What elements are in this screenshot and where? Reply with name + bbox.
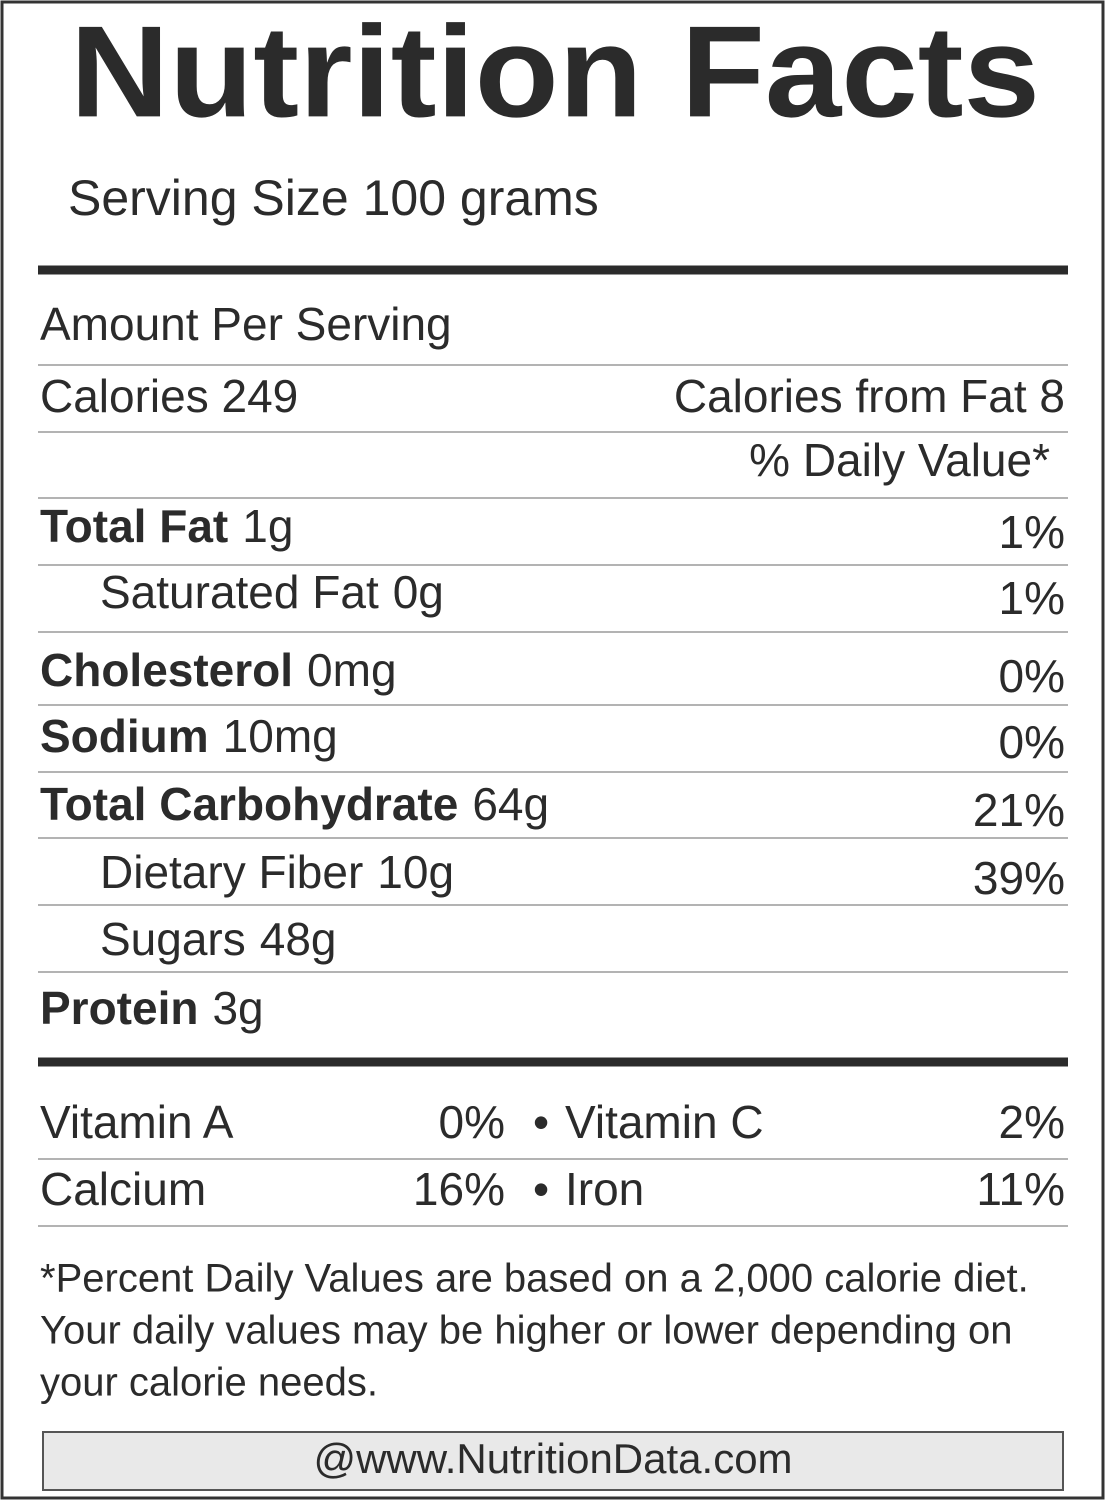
vitamin-daily-value: 11%: [976, 1163, 1065, 1215]
serving-size: Serving Size 100 grams: [68, 170, 599, 226]
nutrient-amount: 0mg: [307, 644, 396, 696]
nutrient-daily-value: 1%: [999, 506, 1065, 558]
footnote-line: Your daily values may be higher or lower…: [40, 1309, 1012, 1353]
vitamin-daily-value: 2%: [999, 1096, 1065, 1148]
nutrient-label: Sodium 10mg: [40, 710, 338, 762]
footnote-line: *Percent Daily Values are based on a 2,0…: [40, 1257, 1029, 1301]
nutrient-list: Total Fat 1g 1% Saturated Fat 0g 1% Cholestero…: [38, 500, 1068, 1034]
nutrient-name: Total Carbohydrate: [40, 778, 458, 830]
nutrient-label: Total Carbohydrate 64g: [40, 778, 549, 830]
separator: •: [533, 1163, 549, 1215]
title: Nutrition Facts: [70, 0, 1040, 144]
vitamin-daily-value: 0%: [439, 1096, 505, 1148]
nutrient-label: Dietary Fiber 10g: [100, 846, 454, 898]
nutrient-name: Total Fat: [40, 500, 228, 552]
nutrient-name: Cholesterol: [40, 644, 293, 696]
calories-from-fat: Calories from Fat 8: [674, 370, 1065, 422]
vitamin-daily-value: 16%: [413, 1163, 505, 1215]
nutrient-daily-value: 0%: [999, 650, 1065, 702]
nutrient-amount: 0g: [393, 566, 444, 618]
vitamin-list: Vitamin A 0% Vitamin C 2% • Calcium 16% Iron 11%…: [38, 1096, 1068, 1227]
vitamin-name: Calcium: [40, 1163, 206, 1215]
footnote: *Percent Daily Values are based on a 2,0…: [40, 1257, 1029, 1405]
vitamin-name: Iron: [565, 1163, 644, 1215]
source-box: [42, 1431, 1064, 1491]
footnote-line: your calorie needs.: [40, 1361, 378, 1405]
nutrient-daily-value: 1%: [999, 572, 1065, 624]
daily-value-header: % Daily Value*: [749, 434, 1050, 486]
amount-per-serving: Amount Per Serving: [40, 298, 452, 350]
nutrient-amount: 10g: [377, 846, 454, 898]
nutrient-daily-value: 39%: [973, 852, 1065, 904]
nutrient-amount: 3g: [212, 982, 263, 1034]
nutrient-amount: 48g: [260, 913, 337, 965]
source: @www.NutritionData.com: [313, 1435, 792, 1482]
nutrient-label: Sugars 48g: [100, 913, 337, 965]
nutrient-label: Total Fat 1g: [40, 500, 293, 552]
nutrient-label: Cholesterol 0mg: [40, 644, 397, 696]
calories: Calories 249: [40, 370, 298, 422]
nutrient-daily-value: 0%: [999, 716, 1065, 768]
separator: •: [533, 1096, 549, 1148]
vitamin-name: Vitamin A: [40, 1096, 234, 1148]
nutrient-name: Protein: [40, 982, 198, 1034]
nutrient-name: Dietary Fiber: [100, 846, 363, 898]
nutrient-amount: 1g: [242, 500, 293, 552]
nutrient-name: Saturated Fat: [100, 566, 379, 618]
nutrient-amount: 10mg: [223, 710, 338, 762]
nutrient-amount: 64g: [472, 778, 549, 830]
nutrient-name: Sugars: [100, 913, 246, 965]
nutrient-label: Saturated Fat 0g: [100, 566, 444, 618]
nutrient-label: Protein 3g: [40, 982, 264, 1034]
nutrient-daily-value: 21%: [973, 784, 1065, 836]
vitamin-name: Vitamin C: [565, 1096, 764, 1148]
nutrient-name: Sodium: [40, 710, 209, 762]
